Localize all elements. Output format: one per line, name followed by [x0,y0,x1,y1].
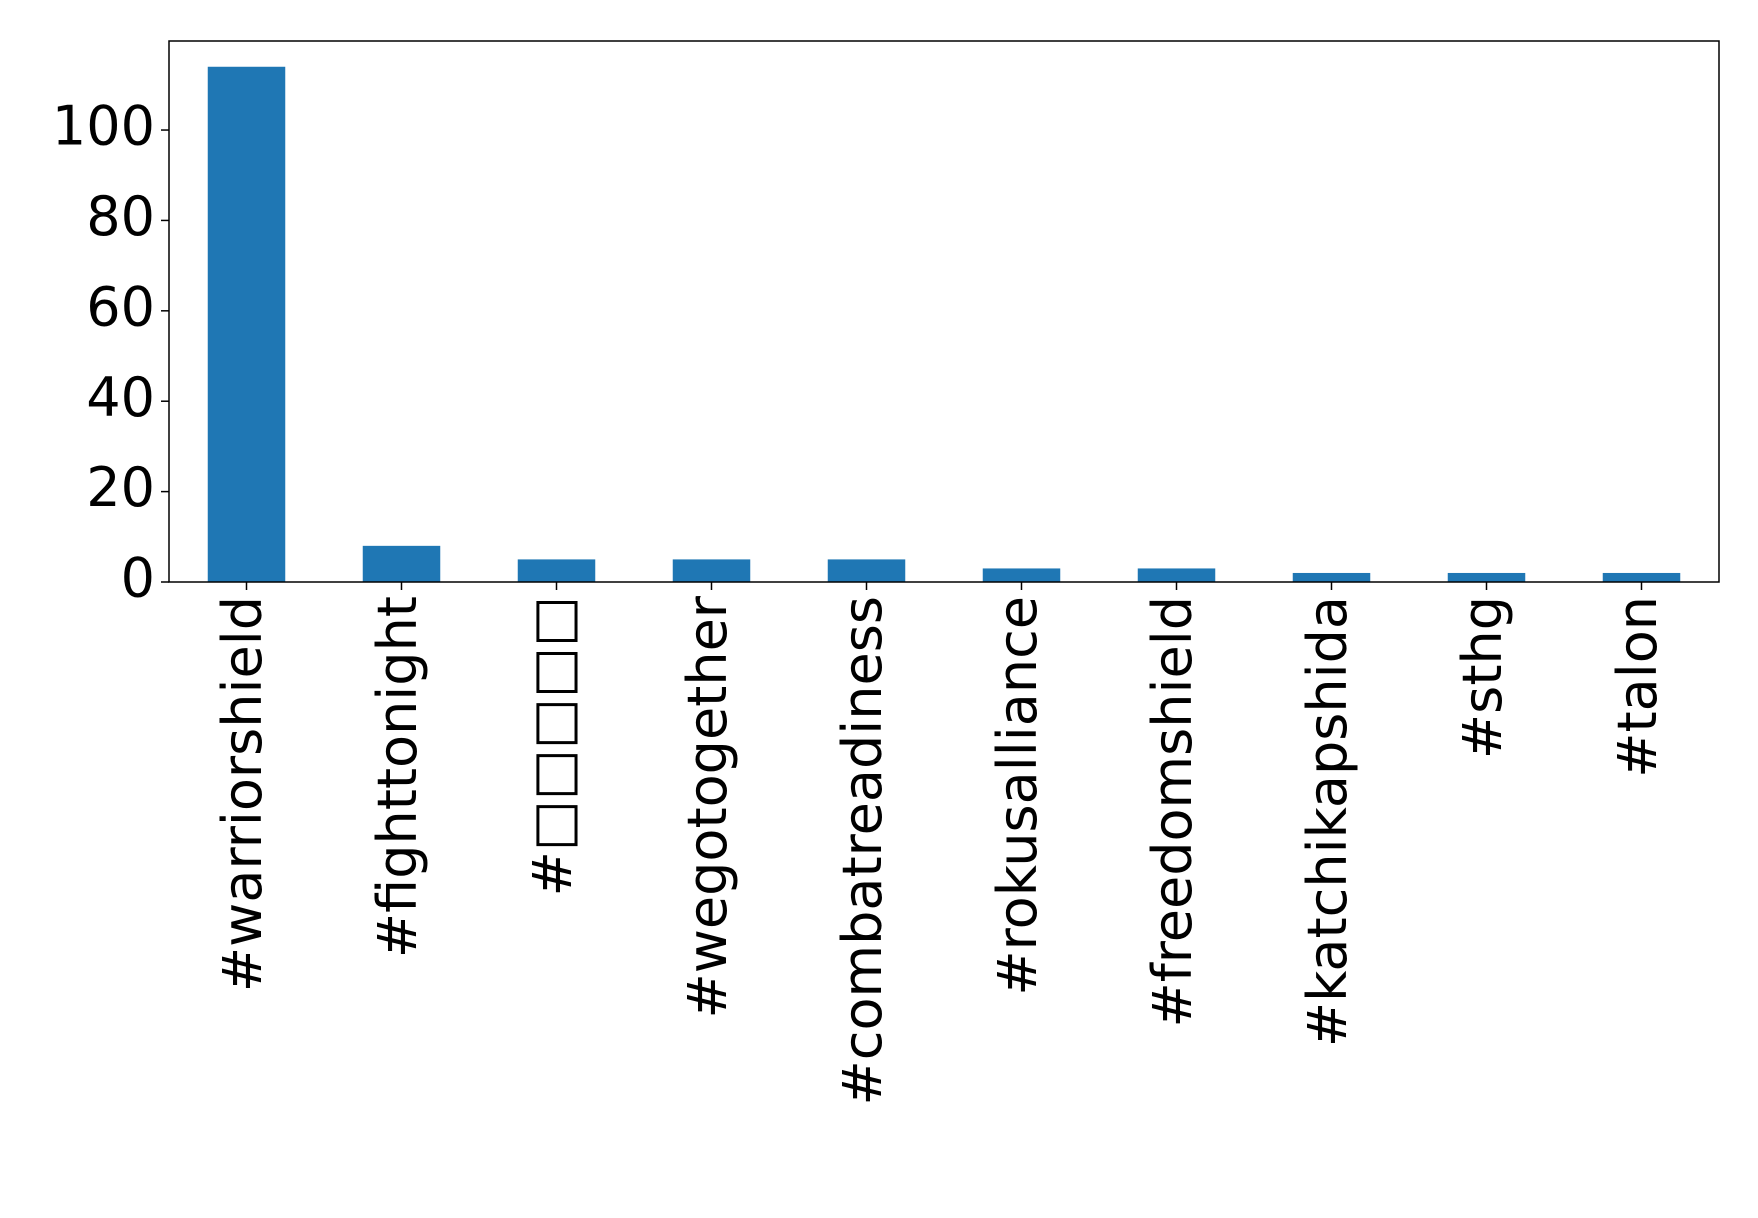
y-tick-label: 60 [86,275,155,338]
bar [1292,572,1371,582]
bar [1602,572,1681,582]
x-tick-label: #□□□□□ [521,596,584,896]
y-tick-label: 20 [86,456,155,519]
x-tick-label: #wegotogether [676,595,739,1018]
y-tick-label: 80 [86,185,155,248]
x-tick-label: #warriorshield [211,596,274,992]
x-tick-label: #rokusalliance [986,596,1049,996]
x-tick-label: #combatreadiness [831,596,894,1105]
x-tick-label: #sthg [1451,596,1514,759]
bar [827,559,906,582]
x-tick-label: #freedomshield [1141,596,1204,1028]
x-tick-label: #talon [1606,596,1669,778]
x-tick-label: #fighttonight [366,596,429,958]
bar [982,568,1061,582]
y-tick-label: 0 [121,547,155,610]
plot-frame [168,40,1720,583]
bar [672,559,751,582]
bar [362,545,441,582]
bar [1447,572,1526,582]
bar [517,559,596,582]
bar [1137,568,1216,582]
bar [207,66,286,582]
y-tick-label: 100 [52,95,155,158]
x-tick-label: #katchikapshida [1296,596,1359,1047]
y-tick-label: 40 [86,366,155,429]
